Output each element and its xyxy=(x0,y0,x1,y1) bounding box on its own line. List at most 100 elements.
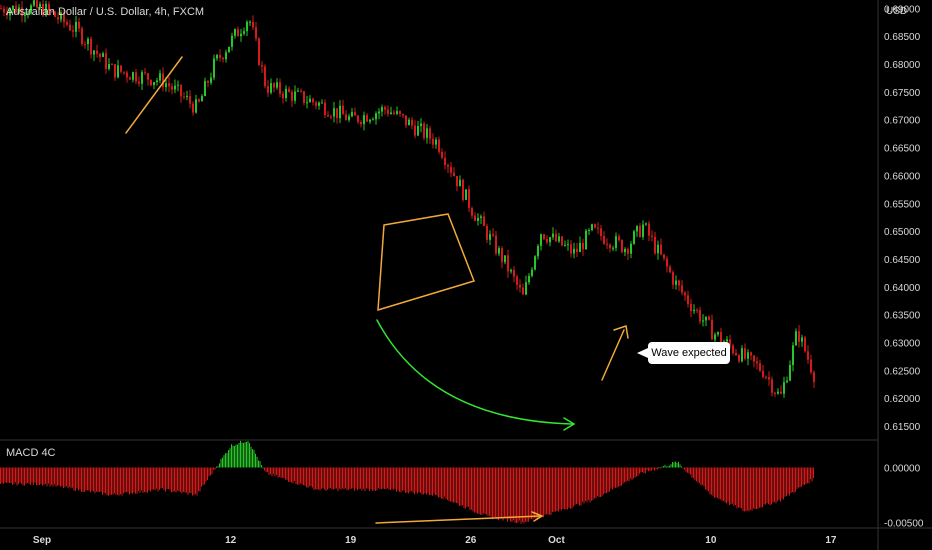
macd-bar xyxy=(301,467,303,485)
macd-bar xyxy=(553,467,555,512)
macd-bar xyxy=(492,467,493,520)
candle-body xyxy=(69,24,71,31)
macd-bar xyxy=(375,467,376,491)
macd-bar xyxy=(789,467,790,496)
candle-body xyxy=(390,112,392,114)
candle-body xyxy=(687,295,689,304)
candle-body xyxy=(144,72,146,74)
macd-bar xyxy=(273,467,274,474)
candle-body xyxy=(501,248,503,263)
macd-bar xyxy=(127,467,129,493)
price-tick-label: 0.68000 xyxy=(884,60,921,71)
candle-body xyxy=(717,332,719,335)
macd-bar xyxy=(94,467,96,494)
candle-body xyxy=(339,105,341,119)
macd-bar xyxy=(154,467,156,491)
candle-body xyxy=(561,236,563,246)
macd-bar xyxy=(210,467,211,476)
candle-body xyxy=(18,7,20,13)
candle-body xyxy=(435,139,437,145)
macd-bar xyxy=(304,467,306,486)
macd-bar xyxy=(105,467,106,494)
candle-body xyxy=(792,345,794,366)
candle-body xyxy=(315,102,317,106)
macd-bar xyxy=(799,467,801,488)
macd-bar xyxy=(357,467,358,490)
candle-body xyxy=(42,3,44,16)
candle-body xyxy=(429,128,431,139)
macd-bar xyxy=(225,453,226,468)
macd-bar xyxy=(400,467,402,493)
candle-body xyxy=(159,73,161,81)
macd-bar xyxy=(48,467,49,484)
macd-bar xyxy=(276,467,277,476)
macd-bar xyxy=(123,467,124,494)
macd-bar xyxy=(562,467,564,509)
candle-body xyxy=(456,176,458,187)
macd-bar xyxy=(201,467,202,487)
macd-bar xyxy=(252,449,253,468)
candle-body xyxy=(150,79,152,86)
macd-bar xyxy=(216,466,217,468)
macd-bar xyxy=(499,467,501,518)
macd-bar xyxy=(261,465,262,468)
candle-body xyxy=(219,55,221,58)
macd-bar xyxy=(12,467,13,485)
macd-bar xyxy=(771,467,772,505)
candle-body xyxy=(234,29,236,36)
macd-bar xyxy=(454,467,456,503)
macd-bar xyxy=(621,467,622,486)
macd-bar xyxy=(645,467,646,474)
candle-body xyxy=(336,108,338,119)
macd-bar xyxy=(324,467,325,490)
macd-bar xyxy=(511,467,513,522)
candle-body xyxy=(573,248,575,254)
macd-bar xyxy=(559,467,561,510)
macd-bar xyxy=(46,467,48,487)
macd-bar xyxy=(274,467,276,477)
candle-body xyxy=(798,331,800,342)
candle-body xyxy=(387,109,389,114)
macd-bar xyxy=(102,467,103,495)
candle-body xyxy=(135,72,137,82)
candle-body xyxy=(363,115,365,125)
macd-bar xyxy=(99,467,100,492)
macd-bar xyxy=(37,467,39,485)
candle-body xyxy=(180,84,182,97)
macd-bar xyxy=(303,467,304,486)
candle-body xyxy=(9,9,11,16)
macd-bar xyxy=(642,467,643,473)
macd-bar xyxy=(43,467,45,485)
macd-bar xyxy=(271,467,273,477)
macd-bar xyxy=(262,467,264,469)
candle-body xyxy=(642,224,644,237)
candle-body xyxy=(492,234,494,236)
macd-bar xyxy=(784,467,786,497)
macd-bar xyxy=(0,467,1,485)
macd-bar xyxy=(196,467,198,496)
macd-bar xyxy=(414,467,415,495)
candle-body xyxy=(444,157,446,166)
candle-body xyxy=(795,331,797,346)
candle-body xyxy=(279,82,281,94)
macd-bar xyxy=(153,467,154,490)
candle-body xyxy=(126,72,128,78)
macd-bar xyxy=(613,467,615,488)
macd-bar xyxy=(534,467,535,518)
macd-bar xyxy=(348,467,349,490)
macd-bar xyxy=(687,467,688,473)
macd-bar xyxy=(39,467,40,486)
candle-body xyxy=(750,352,752,356)
candle-body xyxy=(504,255,506,263)
macd-bar xyxy=(148,467,150,491)
macd-bar xyxy=(358,467,360,490)
macd-bar xyxy=(340,467,342,490)
macd-bar xyxy=(582,467,583,502)
macd-bar xyxy=(327,467,328,490)
macd-bar xyxy=(711,467,712,495)
macd-bar xyxy=(291,467,292,483)
macd-bar xyxy=(88,467,90,491)
macd-bar xyxy=(450,467,451,502)
macd-bar xyxy=(498,467,499,521)
